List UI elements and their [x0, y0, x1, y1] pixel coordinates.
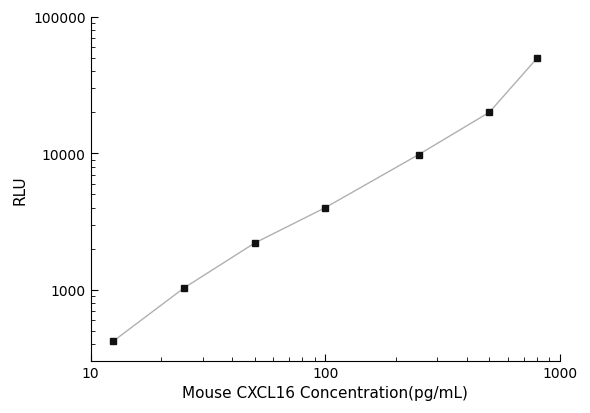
X-axis label: Mouse CXCL16 Concentration(pg/mL): Mouse CXCL16 Concentration(pg/mL) [182, 386, 468, 401]
Y-axis label: RLU: RLU [12, 175, 28, 204]
